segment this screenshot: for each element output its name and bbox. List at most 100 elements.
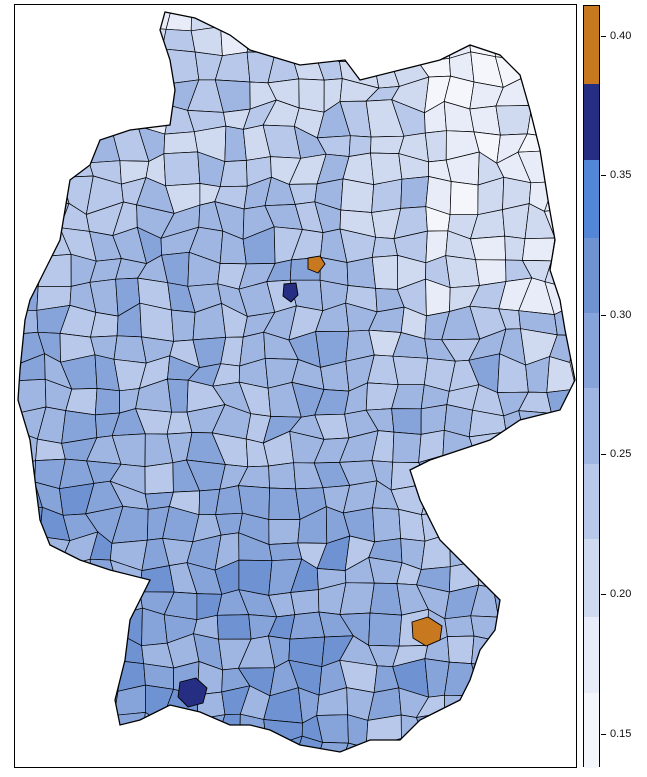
district-region[interactable]: [135, 48, 165, 85]
district-region[interactable]: [495, 488, 532, 517]
district-region[interactable]: [92, 745, 116, 767]
district-region[interactable]: [470, 235, 506, 261]
district-region[interactable]: [170, 309, 196, 342]
district-region[interactable]: [444, 615, 475, 637]
district-region[interactable]: [466, 462, 505, 490]
district-region[interactable]: [390, 27, 421, 63]
district-region[interactable]: [552, 104, 576, 140]
district-region[interactable]: [43, 99, 70, 139]
district-region[interactable]: [546, 514, 577, 542]
district-region[interactable]: [523, 611, 552, 648]
district-region[interactable]: [371, 178, 403, 213]
district-region[interactable]: [63, 27, 98, 62]
district-region[interactable]: [34, 60, 72, 85]
district-region[interactable]: [552, 664, 576, 698]
district-region[interactable]: [35, 640, 71, 673]
district-region[interactable]: [365, 714, 402, 749]
district-region[interactable]: [96, 52, 125, 88]
district-region[interactable]: [91, 609, 125, 640]
district-region[interactable]: [298, 78, 325, 113]
district-region[interactable]: [548, 150, 576, 188]
district-region[interactable]: [89, 714, 115, 748]
district-region[interactable]: [89, 686, 119, 716]
district-region[interactable]: [400, 176, 430, 209]
district-region[interactable]: [116, 25, 142, 54]
district-region[interactable]: [94, 388, 121, 416]
district-region[interactable]: [274, 30, 298, 62]
district-region[interactable]: [391, 408, 422, 435]
district-region[interactable]: [392, 431, 422, 463]
district-region[interactable]: [340, 178, 375, 213]
district-region[interactable]: [161, 28, 196, 53]
district-region[interactable]: [471, 663, 502, 697]
district-region[interactable]: [60, 126, 92, 164]
district-region[interactable]: [163, 131, 199, 155]
district-region[interactable]: [520, 746, 557, 768]
district-region[interactable]: [418, 28, 453, 63]
district-region[interactable]: [64, 639, 94, 673]
district-region[interactable]: [110, 712, 146, 748]
district-region[interactable]: [15, 278, 39, 311]
district-region[interactable]: [16, 203, 46, 233]
district-region[interactable]: [293, 30, 322, 62]
district-region[interactable]: [63, 6, 95, 37]
district-region[interactable]: [110, 738, 145, 767]
district-region[interactable]: [216, 614, 252, 640]
district-region[interactable]: [59, 686, 91, 716]
district-region[interactable]: [61, 150, 94, 178]
district-region[interactable]: [69, 589, 97, 612]
district-region[interactable]: [15, 178, 48, 215]
district-region[interactable]: [15, 644, 39, 668]
district-region[interactable]: [316, 742, 349, 765]
district-region[interactable]: [478, 740, 498, 767]
district-region[interactable]: [523, 460, 556, 493]
district-region[interactable]: [552, 695, 575, 721]
district-region[interactable]: [524, 438, 556, 467]
district-region[interactable]: [519, 515, 554, 544]
district-region[interactable]: [371, 236, 398, 258]
district-region[interactable]: [518, 58, 554, 78]
district-region[interactable]: [365, 738, 402, 768]
district-region[interactable]: [420, 404, 448, 435]
district-region[interactable]: [373, 26, 400, 63]
district-region[interactable]: [502, 203, 530, 240]
district-north-central-high[interactable]: [307, 255, 326, 274]
district-region[interactable]: [523, 491, 554, 519]
district-region[interactable]: [518, 410, 552, 444]
district-region[interactable]: [268, 487, 301, 520]
district-region[interactable]: [15, 156, 48, 187]
district-region[interactable]: [88, 126, 121, 164]
district-region[interactable]: [112, 79, 147, 111]
district-region[interactable]: [16, 227, 44, 257]
district-region[interactable]: [197, 714, 226, 741]
district-region[interactable]: [144, 462, 174, 495]
district-region[interactable]: [519, 5, 559, 27]
district-region[interactable]: [476, 536, 506, 568]
district-region[interactable]: [160, 718, 198, 740]
district-region[interactable]: [517, 536, 547, 565]
district-region[interactable]: [503, 431, 528, 468]
district-region[interactable]: [88, 106, 114, 134]
district-region[interactable]: [421, 483, 454, 516]
district-region[interactable]: [519, 688, 554, 719]
district-region[interactable]: [59, 666, 94, 696]
district-region[interactable]: [475, 259, 507, 286]
district-region[interactable]: [519, 660, 557, 698]
district-region[interactable]: [442, 712, 481, 746]
district-region[interactable]: [479, 686, 506, 718]
district-region[interactable]: [518, 589, 556, 614]
district-region[interactable]: [500, 641, 530, 667]
district-southwest-navy[interactable]: [177, 677, 208, 708]
district-region[interactable]: [15, 738, 36, 766]
district-region[interactable]: [46, 150, 65, 187]
district-region[interactable]: [339, 582, 375, 615]
district-region[interactable]: [141, 711, 169, 740]
district-region[interactable]: [215, 485, 243, 515]
district-region[interactable]: [468, 431, 507, 468]
district-region[interactable]: [15, 127, 48, 165]
district-region[interactable]: [320, 6, 354, 34]
district-region[interactable]: [15, 581, 48, 616]
district-region[interactable]: [120, 51, 147, 89]
district-region[interactable]: [441, 455, 479, 488]
district-region[interactable]: [399, 738, 428, 768]
